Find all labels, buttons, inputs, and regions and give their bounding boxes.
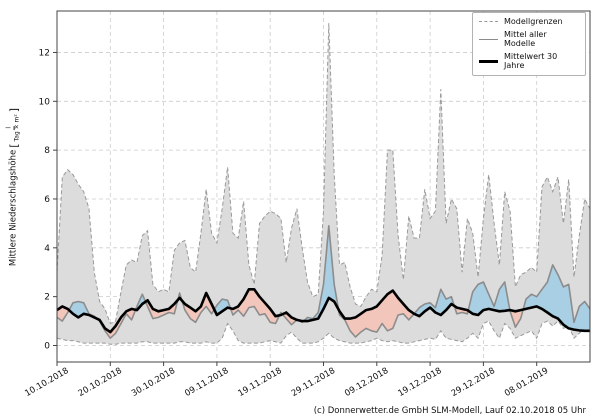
climate-mean-line bbox=[56, 288, 590, 334]
y-axis-label: Mittlere Niederschlagshöhe [ l Tag × m² ] bbox=[6, 107, 22, 267]
legend-item-30y-mean: Mittelwert 30 Jahre bbox=[479, 52, 579, 71]
above-normal-area bbox=[523, 264, 590, 331]
x-tick-label: 29.12.2018 bbox=[450, 366, 497, 399]
y-axis-unit-denominator: Tag × m² bbox=[13, 114, 21, 142]
below-normal-area bbox=[57, 306, 69, 322]
x-tick-label: 30.10.2018 bbox=[130, 366, 177, 399]
model-envelope-upper-line bbox=[56, 23, 591, 325]
y-axis-unit-close-bracket: ] bbox=[7, 107, 21, 113]
copyright-model-run-text: (c) Donnerwetter.de GmbH SLM-Modell, Lau… bbox=[313, 406, 586, 416]
below-normal-area bbox=[145, 299, 178, 319]
dashed-line-icon bbox=[479, 21, 498, 23]
y-tick-label: 6 bbox=[44, 195, 50, 205]
x-tick-label: 29.11.2018 bbox=[290, 366, 337, 399]
legend-label: Mittelwert 30 Jahre bbox=[504, 51, 558, 71]
below-normal-area bbox=[509, 309, 524, 328]
legend-label: Mittel aller Modelle bbox=[504, 29, 547, 49]
y-axis-unit-fraction: l Tag × m² bbox=[6, 114, 22, 142]
legend-item-model-bounds: Modellgrenzen bbox=[479, 17, 579, 27]
black-line-icon bbox=[479, 59, 498, 63]
above-normal-area bbox=[135, 294, 146, 311]
y-tick-label: 8 bbox=[44, 146, 50, 156]
y-tick-label: 10 bbox=[39, 97, 51, 107]
y-tick-label: 12 bbox=[39, 48, 50, 58]
x-tick-label: 09.11.2018 bbox=[183, 366, 230, 399]
chart-legend: Modellgrenzen Mittel aller Modelle Mitte… bbox=[472, 12, 586, 76]
y-tick-label: 0 bbox=[44, 342, 50, 352]
above-normal-area bbox=[214, 299, 231, 315]
x-tick-label: 19.12.2018 bbox=[396, 366, 443, 399]
x-tick-label: 20.10.2018 bbox=[77, 366, 124, 399]
y-tick-label: 2 bbox=[44, 293, 50, 303]
x-tick-label: 09.12.2018 bbox=[343, 366, 390, 399]
x-tick-label: 19.11.2018 bbox=[237, 366, 284, 399]
legend-item-model-mean: Mittel aller Modelle bbox=[479, 30, 579, 49]
below-normal-area bbox=[182, 293, 215, 323]
y-tick-label: 4 bbox=[44, 244, 50, 254]
x-tick-label: 08.01.2019 bbox=[503, 366, 550, 399]
x-tick-label: 10.10.2018 bbox=[23, 366, 70, 399]
y-axis-label-text: Mittlere Niederschlagshöhe bbox=[9, 149, 19, 267]
below-normal-area bbox=[338, 290, 415, 337]
model-envelope-lower-line bbox=[56, 320, 591, 345]
legend-label: Modellgrenzen bbox=[504, 17, 563, 26]
below-normal-area bbox=[282, 312, 297, 325]
y-axis-unit-open-bracket: [ bbox=[7, 143, 21, 148]
model-envelope-area bbox=[57, 23, 590, 345]
gray-line-icon bbox=[479, 38, 498, 40]
